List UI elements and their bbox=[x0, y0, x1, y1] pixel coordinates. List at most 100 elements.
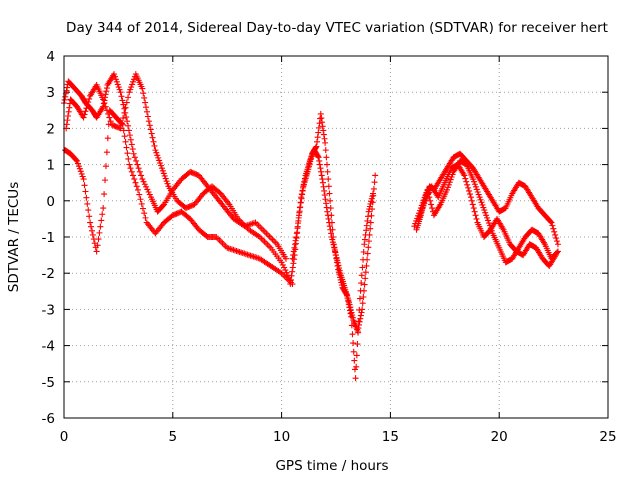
data-point bbox=[294, 223, 301, 230]
data-point bbox=[80, 114, 87, 121]
data-point bbox=[552, 231, 559, 238]
data-point bbox=[443, 186, 450, 193]
data-point bbox=[323, 200, 330, 207]
data-point bbox=[463, 178, 470, 185]
data-point bbox=[328, 212, 335, 219]
data-point bbox=[324, 208, 331, 215]
data-point bbox=[148, 130, 155, 137]
data-point bbox=[134, 186, 141, 193]
data-point bbox=[362, 275, 369, 282]
data-point bbox=[335, 266, 342, 273]
data-point bbox=[360, 293, 367, 300]
data-point bbox=[138, 172, 145, 179]
data-point bbox=[348, 322, 355, 329]
data-point bbox=[465, 184, 472, 191]
data-point bbox=[98, 217, 105, 224]
data-point bbox=[368, 198, 375, 205]
data-point bbox=[74, 160, 81, 167]
data-point bbox=[416, 213, 423, 220]
data-point bbox=[476, 194, 483, 201]
data-point bbox=[142, 99, 149, 106]
data-point bbox=[282, 267, 289, 274]
data-point bbox=[125, 155, 132, 162]
data-point bbox=[365, 213, 372, 220]
data-point bbox=[479, 201, 486, 208]
data-point bbox=[103, 149, 110, 156]
data-point bbox=[161, 172, 168, 179]
data-point bbox=[94, 242, 101, 249]
data-point bbox=[131, 176, 138, 183]
data-point bbox=[141, 210, 148, 217]
data-point bbox=[478, 199, 485, 206]
data-point bbox=[134, 161, 141, 168]
data-point bbox=[319, 119, 326, 126]
data-point bbox=[141, 94, 148, 101]
data-point bbox=[328, 219, 335, 226]
data-point bbox=[321, 135, 328, 142]
data-point bbox=[291, 256, 298, 263]
data-point bbox=[287, 281, 294, 288]
data-point bbox=[349, 331, 356, 338]
data-point bbox=[354, 341, 361, 348]
data-point bbox=[82, 188, 89, 195]
data-point bbox=[115, 84, 122, 91]
data-point bbox=[139, 176, 146, 183]
data-point bbox=[332, 252, 339, 259]
data-point bbox=[100, 205, 107, 212]
data-point bbox=[103, 85, 110, 92]
data-point bbox=[305, 163, 312, 170]
data-point bbox=[122, 138, 129, 145]
data-point bbox=[127, 86, 134, 93]
data-point bbox=[357, 287, 364, 294]
data-point bbox=[320, 131, 327, 138]
data-point bbox=[364, 217, 371, 224]
data-point bbox=[474, 189, 481, 196]
data-point bbox=[314, 134, 321, 141]
data-point bbox=[290, 260, 297, 267]
data-point bbox=[117, 89, 124, 96]
data-point bbox=[125, 94, 132, 101]
data-point bbox=[137, 196, 144, 203]
data-marks bbox=[61, 71, 561, 382]
data-point bbox=[73, 156, 80, 163]
data-point bbox=[477, 196, 484, 203]
y-tick-label: -4 bbox=[42, 339, 55, 355]
y-tick-label: -5 bbox=[42, 375, 55, 391]
y-tick-label: 1 bbox=[46, 158, 55, 174]
data-point bbox=[363, 222, 370, 229]
data-point bbox=[317, 165, 324, 172]
y-tick-label: 2 bbox=[46, 121, 55, 137]
data-point bbox=[80, 176, 87, 183]
data-point bbox=[120, 101, 127, 108]
data-point bbox=[411, 223, 418, 230]
data-point bbox=[318, 168, 325, 175]
data-point bbox=[362, 231, 369, 238]
data-point bbox=[308, 153, 315, 160]
data-point bbox=[65, 108, 72, 115]
data-point bbox=[312, 144, 319, 151]
data-point bbox=[321, 192, 328, 199]
x-tick-label: 20 bbox=[491, 429, 508, 445]
data-point bbox=[133, 183, 140, 190]
data-point bbox=[63, 121, 70, 128]
data-point bbox=[353, 352, 360, 359]
data-point bbox=[105, 121, 112, 128]
data-point bbox=[139, 205, 146, 212]
data-point bbox=[327, 197, 334, 204]
data-point bbox=[123, 144, 130, 151]
data-point bbox=[146, 122, 153, 129]
data-point bbox=[547, 218, 554, 225]
data-point bbox=[86, 213, 93, 220]
data-point bbox=[112, 76, 119, 83]
data-point bbox=[361, 281, 368, 288]
data-point bbox=[464, 181, 471, 188]
data-point bbox=[338, 279, 345, 286]
data-point bbox=[136, 168, 143, 175]
data-point bbox=[157, 162, 164, 169]
data-point bbox=[336, 271, 343, 278]
data-point bbox=[367, 200, 374, 207]
data-point bbox=[325, 176, 332, 183]
data-point bbox=[296, 212, 303, 219]
data-point bbox=[318, 115, 325, 122]
data-point bbox=[120, 115, 127, 122]
